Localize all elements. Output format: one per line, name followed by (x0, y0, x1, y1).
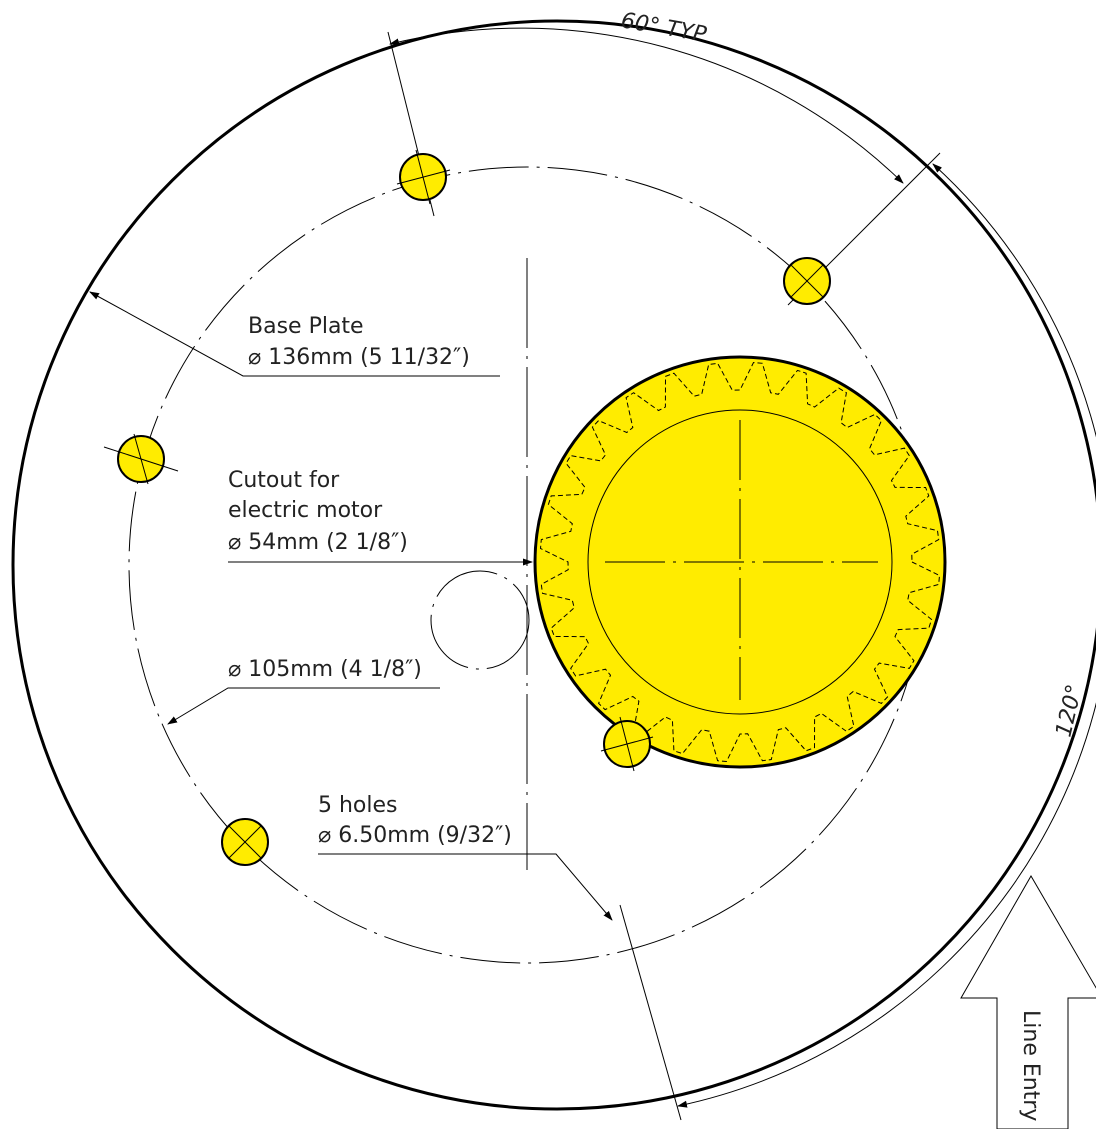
cutout-title-line2: electric motor (228, 498, 383, 523)
mounting-hole-lower-left (221, 818, 269, 866)
line-entry-label: Line Entry (1018, 1010, 1043, 1121)
typ-60-dimension-arc (389, 27, 904, 184)
motor-cutout (533, 355, 947, 769)
typ-angle-label: 60° TYP (619, 8, 709, 48)
cutout-dimension: ⌀ 54mm (2 1/8″) (228, 530, 408, 555)
base-plate-dimension: ⌀ 136mm (5 11/32″) (248, 345, 470, 370)
cutout-title-line1: Cutout for (228, 468, 340, 493)
holes-title: 5 holes (318, 793, 398, 818)
mounting-hole-top (396, 149, 451, 205)
holes-leader (318, 853, 613, 921)
base-plate-title: Base Plate (248, 314, 364, 339)
mounting-hole-lower (600, 716, 654, 772)
entry-angle-label: 120° (1051, 682, 1087, 739)
reference-circle (430, 570, 530, 670)
holes-dimension: ⌀ 6.50mm (9/32″) (318, 823, 512, 848)
base-plate-leader (89, 291, 500, 377)
base-plate-outline (11, 19, 1096, 1111)
bolt-circle-dimension: ⌀ 105mm (4 1/8″) (228, 657, 422, 682)
bolt-circle-leader (167, 687, 440, 725)
hole-extension-lower (619, 904, 682, 1121)
line-entry-arrow (960, 875, 1096, 1129)
mounting-hole-upper-right (783, 257, 831, 305)
mounting-hole-left (103, 433, 179, 485)
entry-120-dimension-arc (677, 163, 1096, 1108)
